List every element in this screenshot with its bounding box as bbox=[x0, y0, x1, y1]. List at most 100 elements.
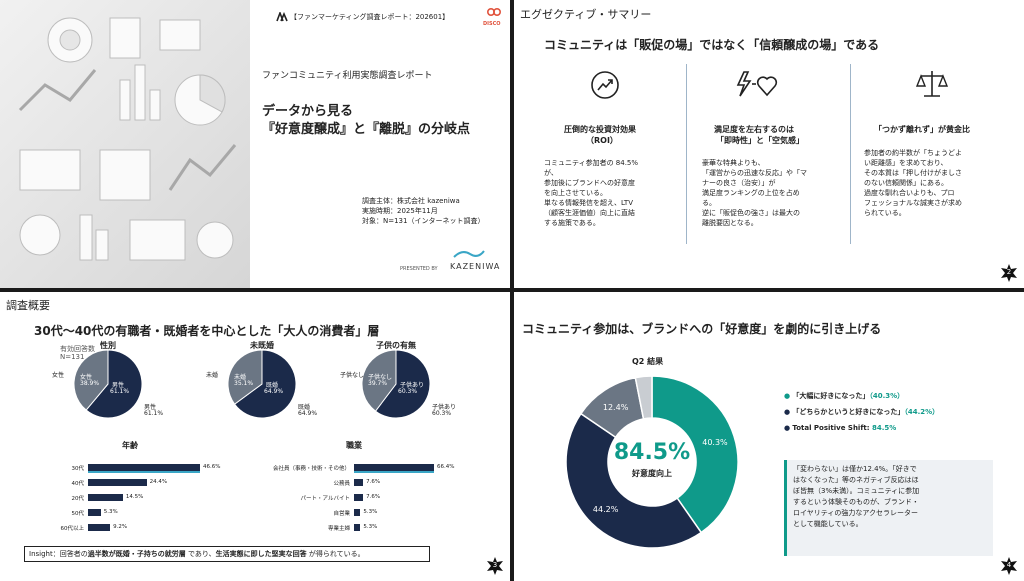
pie-light-pct: 38.9% bbox=[80, 380, 100, 387]
pie-dark-pct: 60.3% bbox=[398, 388, 418, 395]
pie-dark-outer-pct: 61.1% bbox=[144, 410, 164, 417]
star-badge-icon bbox=[1001, 264, 1017, 282]
job-bar bbox=[354, 524, 361, 531]
job-bar-label: 専業主婦 bbox=[327, 526, 350, 532]
donut-slice-label: 12.4% bbox=[603, 403, 629, 412]
age-bar-value: 14.5% bbox=[125, 494, 144, 500]
page-badge: 4 bbox=[1000, 557, 1018, 575]
trend-up-icon bbox=[591, 71, 619, 99]
pie-title: 未既婚 bbox=[250, 341, 274, 350]
pie-light-outer-label: 子供なし bbox=[340, 372, 365, 379]
cover-title-line1: データから見る bbox=[262, 104, 354, 119]
pie-title: 子供の有無 bbox=[376, 341, 416, 350]
cover-date: 実施時期：2025年11月 bbox=[362, 207, 438, 215]
age-bar-label: 30代 bbox=[71, 466, 85, 472]
donut-slice bbox=[634, 375, 653, 420]
donut-slice-label: 40.3% bbox=[702, 438, 728, 447]
age-bar bbox=[88, 524, 111, 531]
job-bar-value: 5.3% bbox=[363, 524, 378, 530]
cover-3d-icons-image bbox=[18, 17, 237, 261]
pie-dark-outer-label: 男性 bbox=[144, 404, 157, 411]
summary-slide: エグゼクティブ・サマリー コミュニティは「販促の場」ではなく「信頼醸成の場」であ… bbox=[514, 0, 1024, 288]
job-bar-value: 7.6% bbox=[366, 479, 381, 485]
job-bar-label: 自営業 bbox=[333, 511, 350, 517]
page-badge: 2 bbox=[1000, 264, 1018, 282]
cover-subtitle: ファンコミュニティ利用実態調査レポート bbox=[262, 71, 433, 81]
age-bar-label: 40代 bbox=[71, 481, 85, 487]
pie-slice-light bbox=[227, 349, 263, 405]
pie-light-pct: 39.7% bbox=[368, 380, 388, 387]
page-number: 2 bbox=[1006, 268, 1012, 276]
slide-headline: コミュニティ参加は、ブランドへの「好意度」を劇的に引き上げる bbox=[522, 322, 882, 336]
presented-by: PRESENTED BY bbox=[400, 266, 438, 272]
respondents-label: 有効回答数 bbox=[60, 345, 95, 353]
col2-title-line1: 満足度を左右するのは bbox=[714, 125, 794, 134]
note-box: 「変わらない」は僅か12.4%。「好きで はなくなった」等のネガティブ反応はほ ぼ皆… bbox=[784, 460, 993, 556]
donut-legend: ● 「大幅に好きになった」（40.3%） ● 「どちらかというと好きになった」（… bbox=[784, 388, 939, 436]
column-divider bbox=[686, 64, 687, 244]
cover-illustration bbox=[0, 0, 250, 288]
pie-title: 性別 bbox=[100, 341, 116, 350]
age-bar bbox=[88, 479, 147, 486]
report-tag: 【ファンマーケティング調査レポート：202601】 bbox=[290, 13, 450, 21]
job-bar-label: 公務員 bbox=[333, 481, 350, 487]
respondents-n: N=131 bbox=[60, 353, 85, 361]
col2-body: 豪華な特典よりも、 「運営からの迅速な反応」や「マ ナーの良さ（治安）」が 満足度ラン… bbox=[702, 159, 807, 227]
age-bar-value: 9.2% bbox=[113, 524, 128, 530]
age-bar bbox=[88, 464, 200, 473]
kazeniwa-wave-logo-icon bbox=[453, 250, 485, 258]
col1-title-line1: 圧倒的な投資対効果 bbox=[564, 125, 636, 134]
donut-slice bbox=[565, 412, 703, 549]
legend-item: ● Total Positive Shift: 84.5% bbox=[784, 424, 897, 432]
col3-body: 参加者の約半数が「ちょうどよ い距離感」を求めており、 その本質は「押し付けがましさ… bbox=[864, 149, 962, 217]
age-bar bbox=[88, 494, 123, 501]
job-bar-label: パート・アルバイト bbox=[300, 496, 350, 502]
col1-body: コミュニティ参加者の 84.5% が、 参加後にブランドへの好意度 を向上させている。… bbox=[544, 159, 639, 227]
age-bar-value: 46.6% bbox=[203, 464, 221, 470]
pie-light-label: 未婚 bbox=[234, 374, 247, 381]
insight-box: Insight：回答者の過半数が既婚・子持ちの就労層 であり、生活実態に即した堅… bbox=[24, 546, 430, 562]
donut-center-label: 好意度向上 bbox=[632, 469, 672, 478]
age-bar bbox=[88, 509, 101, 516]
age-bar-value: 5.3% bbox=[103, 509, 118, 515]
cover-target: 対象：N=131（インターネット調査） bbox=[362, 217, 485, 225]
job-chart-title: 職業 bbox=[346, 441, 362, 450]
job-bar bbox=[354, 464, 434, 473]
donut-slice bbox=[651, 375, 739, 534]
donut-center-value: 84.5% bbox=[613, 440, 691, 465]
cover-title-line2: 『好意度醸成』と『離脱』の分岐点 bbox=[262, 122, 471, 137]
slide-headline: コミュニティは「販促の場」ではなく「信頼醸成の場」である bbox=[544, 38, 880, 52]
job-bar-value: 7.6% bbox=[366, 494, 381, 500]
pie-chart bbox=[361, 349, 431, 419]
bolt-heart-icon bbox=[736, 71, 778, 97]
cover-slide: 【ファンマーケティング調査レポート：202601】 DISCO ファンコミュニテ… bbox=[0, 0, 510, 288]
pie-light-label: 女性 bbox=[80, 374, 93, 381]
age-bar-label: 60代以上 bbox=[60, 526, 85, 532]
pie-light-label: 子供なし bbox=[368, 374, 393, 381]
age-bar-label: 20代 bbox=[71, 496, 85, 502]
pie-slice-dark bbox=[374, 349, 431, 419]
pie-light-outer-label: 未婚 bbox=[206, 372, 219, 379]
pie-slice-dark bbox=[233, 349, 297, 419]
result-slide: コミュニティ参加は、ブランドへの「好意度」を劇的に引き上げる Q2 結果 40.… bbox=[514, 292, 1024, 581]
job-bar-value: 5.3% bbox=[363, 509, 378, 515]
col2-title-line2: 「即時性」と「空気感」 bbox=[716, 136, 804, 145]
col1-title-line2: （ROI） bbox=[586, 136, 618, 145]
disco-label: DISCO bbox=[483, 21, 501, 27]
age-chart-title: 年齢 bbox=[122, 441, 138, 450]
pie-dark-outer-label: 子供あり bbox=[432, 404, 457, 411]
pie-slice-dark bbox=[85, 349, 143, 419]
legend-item: ● 「大幅に好きになった」（40.3%） bbox=[784, 392, 905, 400]
pie-chart bbox=[227, 349, 297, 419]
pie-dark-outer-label: 既婚 bbox=[298, 404, 311, 411]
cover-brand: KAZENIWA bbox=[450, 262, 501, 271]
pie-light-outer-label: 女性 bbox=[52, 372, 65, 379]
job-bar bbox=[354, 494, 364, 501]
pie-dark-label: 男性 bbox=[112, 382, 125, 389]
pie-dark-pct: 61.1% bbox=[110, 388, 130, 395]
job-bar bbox=[354, 479, 364, 486]
column-divider bbox=[850, 64, 851, 244]
pie-chart bbox=[73, 349, 143, 419]
pie-dark-pct: 64.9% bbox=[264, 388, 284, 395]
scale-icon bbox=[916, 71, 948, 97]
